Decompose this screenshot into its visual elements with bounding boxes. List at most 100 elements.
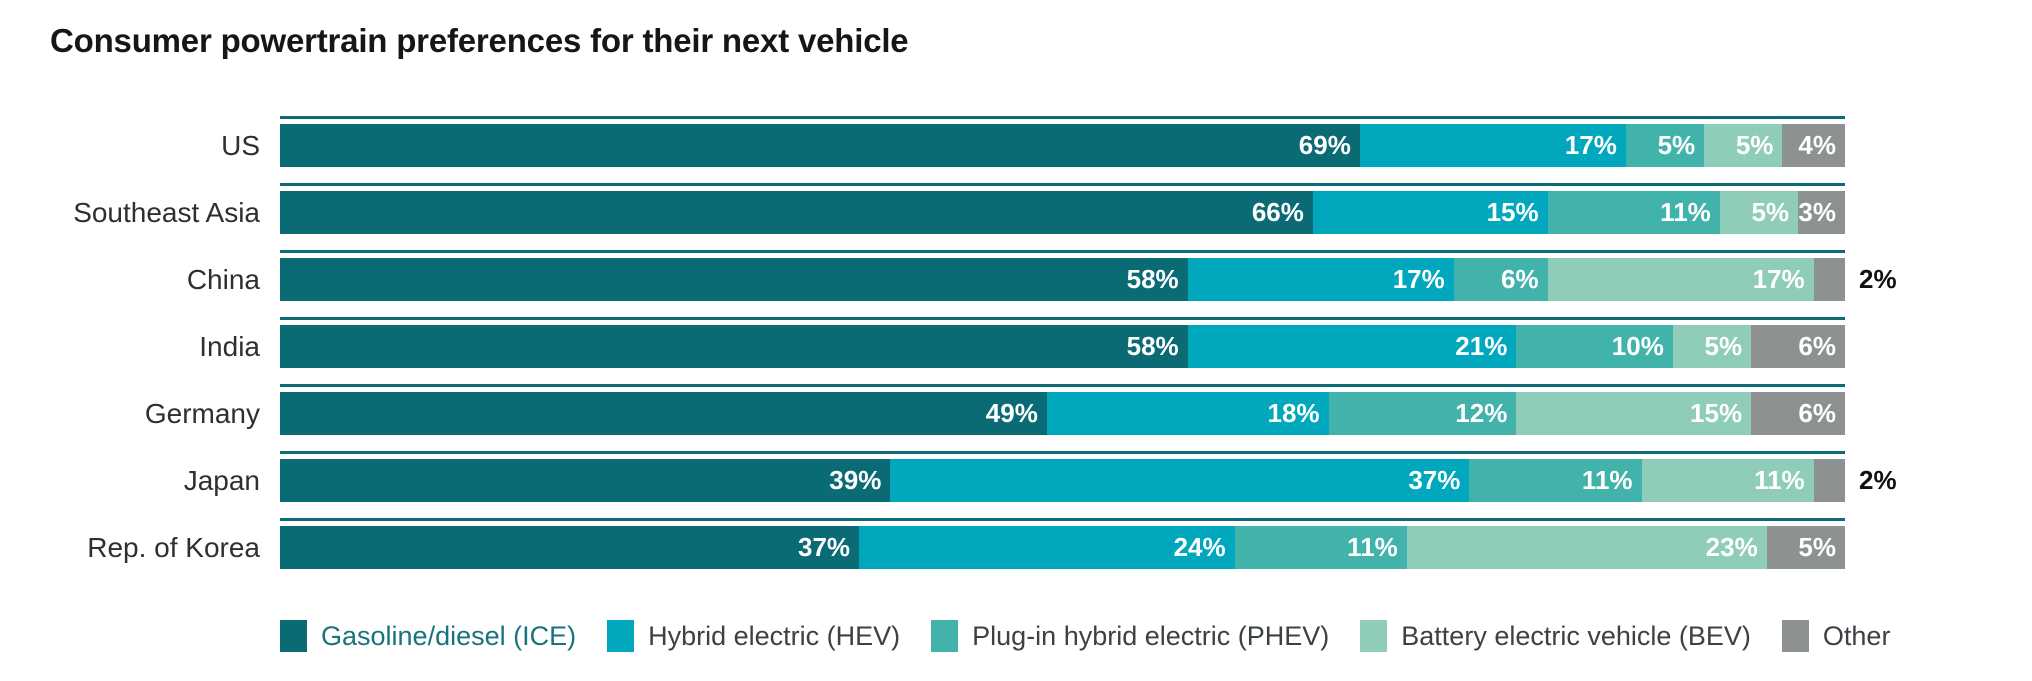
segment-other: 5% [1766, 526, 1845, 569]
value-label: 5% [1735, 130, 1774, 160]
chart-row: Japan 39% 37% 11% 11% 2% [0, 451, 2032, 518]
segment-phev: 11% [1469, 459, 1642, 502]
segment-ice: 49% [280, 392, 1047, 435]
legend-item: Plug-in hybrid electric (PHEV) [931, 620, 1329, 652]
chart-row: Germany 49% 18% 12% 15% 6% [0, 384, 2032, 451]
value-label: 5% [1704, 331, 1743, 361]
segment-ice: 69% [280, 124, 1360, 167]
legend-swatch [1360, 620, 1388, 652]
value-label: 6% [1798, 398, 1836, 428]
value-label: 17% [1564, 130, 1617, 160]
value-label: 17% [1752, 264, 1805, 294]
value-label: 23% [1705, 532, 1758, 562]
value-label: 37% [798, 532, 851, 562]
segment-phev: 6% [1453, 258, 1548, 301]
value-label: 15% [1690, 398, 1743, 428]
legend-item: Battery electric vehicle (BEV) [1360, 620, 1751, 652]
segment-hev: 21% [1187, 325, 1517, 368]
row-top-rule [280, 451, 1845, 454]
segment-phev: 10% [1516, 325, 1673, 368]
segment-ice: 58% [280, 325, 1188, 368]
legend-item: Other [1781, 620, 1891, 652]
category-label: Japan [183, 465, 260, 496]
value-label: 15% [1486, 197, 1539, 227]
segment-hev: 24% [859, 526, 1235, 569]
value-label: 11% [1347, 532, 1398, 562]
stacked-bar: 39% 37% 11% 11% 2% [280, 459, 1897, 502]
segment-phev: 5% [1625, 124, 1705, 167]
segment-phev: 11% [1547, 191, 1720, 234]
row-top-rule [280, 250, 1845, 253]
segment-bev: 5% [1704, 124, 1783, 167]
segment-other [1813, 459, 1845, 502]
segment-hev: 17% [1359, 124, 1626, 167]
chart-row: China 58% 17% 6% 17% 2% [0, 250, 2032, 317]
value-label: 11% [1581, 465, 1633, 495]
row-top-rule [280, 183, 1845, 186]
category-label: India [199, 331, 260, 362]
value-label: 66% [1251, 197, 1304, 227]
value-label: 3% [1798, 197, 1836, 227]
value-label: 5% [1657, 130, 1696, 160]
row-top-rule [280, 317, 1845, 320]
legend-label: Gasoline/diesel (ICE) [321, 620, 577, 651]
legend-label: Other [1822, 620, 1891, 651]
segment-bev: 5% [1672, 325, 1752, 368]
segment-other: 3% [1798, 191, 1845, 234]
category-label: China [186, 264, 260, 295]
stacked-bar: 58% 17% 6% 17% 2% [280, 258, 1897, 301]
value-label: 11% [1754, 465, 1805, 495]
value-label: 58% [1126, 331, 1179, 361]
chart-row: Rep. of Korea 37% 24% 11% 23% 5% [0, 518, 2032, 585]
segment-other: 6% [1751, 325, 1845, 368]
value-label: 69% [1298, 130, 1351, 160]
value-label: 39% [829, 465, 882, 495]
chart-row: US 69% 17% 5% 5% 4% [0, 116, 2032, 183]
segment-bev: 5% [1719, 191, 1799, 234]
segment-ice: 37% [280, 526, 860, 569]
value-label: 58% [1126, 264, 1179, 294]
value-label: 49% [985, 398, 1038, 428]
value-label: 5% [1751, 197, 1790, 227]
segment-bev: 17% [1547, 258, 1814, 301]
value-label: 24% [1173, 532, 1226, 562]
legend-swatch [280, 620, 307, 652]
stacked-bar: 69% 17% 5% 5% 4% [280, 124, 1845, 167]
segment-phev: 11% [1234, 526, 1407, 569]
value-label: 37% [1408, 465, 1461, 495]
chart-title: Consumer powertrain preferences for thei… [50, 22, 909, 59]
segment-ice: 39% [280, 459, 891, 502]
value-label-outside: 2% [1859, 465, 1897, 495]
row-top-rule [280, 518, 1845, 521]
value-label: 12% [1455, 398, 1508, 428]
stacked-bar: 37% 24% 11% 23% 5% [280, 526, 1845, 569]
value-label: 18% [1267, 398, 1320, 428]
segment-hev: 15% [1312, 191, 1548, 234]
category-label: Rep. of Korea [87, 532, 260, 563]
stacked-bar: 66% 15% 11% 5% 3% [280, 191, 1845, 234]
segment-bev: 11% [1641, 459, 1814, 502]
legend-item: Gasoline/diesel (ICE) [280, 620, 576, 652]
legend-item: Hybrid electric (HEV) [607, 620, 900, 652]
value-label: 21% [1455, 331, 1508, 361]
legend-swatch [607, 620, 635, 652]
chart-row: India 58% 21% 10% 5% 6% [0, 317, 2032, 384]
segment-other: 4% [1782, 124, 1845, 167]
legend-label: Hybrid electric (HEV) [648, 620, 901, 651]
legend-swatch [1781, 620, 1809, 652]
value-label-outside: 2% [1859, 264, 1897, 294]
legend-label: Battery electric vehicle (BEV) [1401, 620, 1751, 651]
stacked-bar: 49% 18% 12% 15% 6% [280, 392, 1845, 435]
segment-ice: 58% [280, 258, 1188, 301]
category-label: Germany [144, 398, 260, 429]
chart-row: Southeast Asia 66% 15% 11% 5% 3% [0, 183, 2032, 250]
chart-rows: US 69% 17% 5% 5% 4% Southeast Asia 66% 15% 11% 5% 3… [0, 116, 2032, 585]
value-label: 6% [1501, 264, 1539, 294]
stacked-bar: 58% 21% 10% 5% 6% [280, 325, 1845, 368]
value-label: 4% [1798, 130, 1836, 160]
segment-other: 6% [1751, 392, 1845, 435]
segment-bev: 23% [1406, 526, 1767, 569]
value-label: 6% [1798, 331, 1836, 361]
segment-bev: 15% [1516, 392, 1752, 435]
